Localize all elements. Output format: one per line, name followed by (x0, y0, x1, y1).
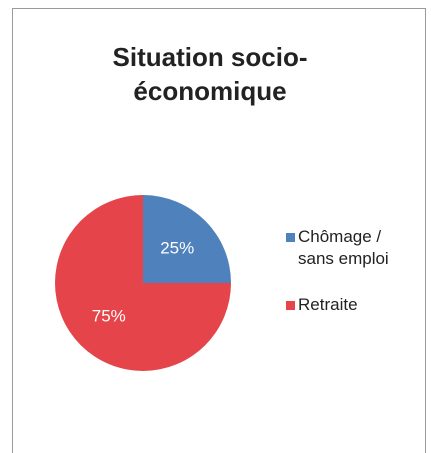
legend-swatch (286, 301, 295, 310)
pie-slice (55, 195, 231, 371)
chart-title: Situation socio-économique (112, 42, 308, 106)
data-label: 25% (160, 238, 194, 257)
legend-swatch (286, 233, 295, 242)
legend-label: Chômage / sans emploi (298, 227, 389, 268)
data-label: 75% (92, 307, 126, 326)
pie-slice (143, 195, 231, 283)
legend-label: Retraite (298, 295, 358, 314)
legend-item: Retraite (286, 294, 416, 316)
legend-item: Chômage / sans emploi (286, 226, 416, 270)
chart-frame (12, 8, 426, 453)
